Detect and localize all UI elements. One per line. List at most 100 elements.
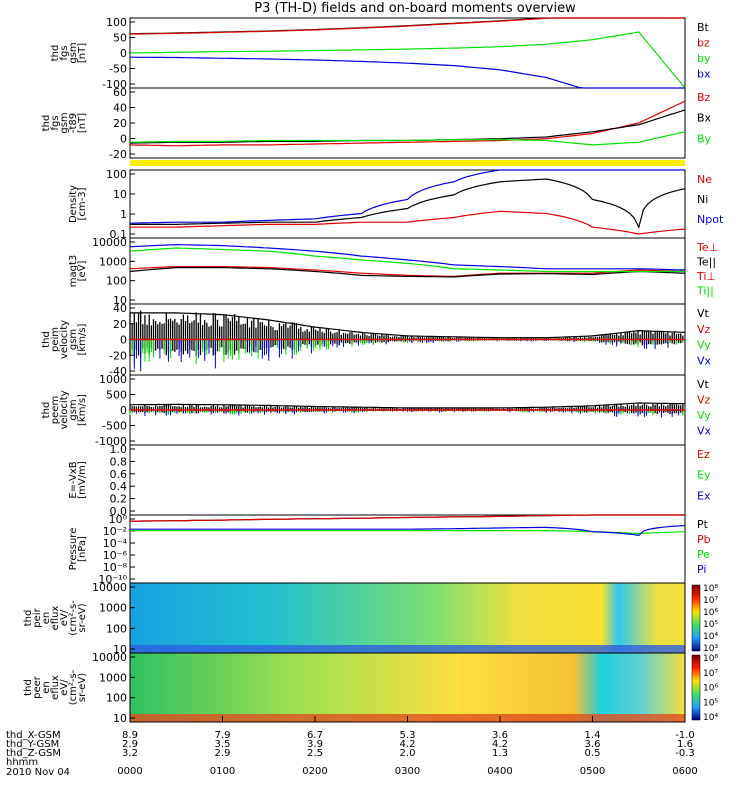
legend-entry: Pb	[697, 533, 711, 546]
legend-entry: Te⊥	[696, 241, 718, 254]
y-axis-label: thd	[50, 45, 61, 62]
y-tick-label: 100	[106, 692, 127, 705]
legend-entry: Vt	[697, 378, 710, 391]
ephemeris-value: 0.5	[585, 748, 601, 759]
series-group-0	[129, 17, 686, 89]
y-axis-label: peim	[50, 327, 61, 352]
y-axis-label: fgs	[50, 115, 61, 130]
legend-entry: Ez	[697, 448, 710, 461]
spectrogram	[130, 653, 685, 722]
series-line	[129, 247, 685, 273]
colorbar-tick-label: 10⁸	[703, 584, 718, 594]
colorbar-tick-label: 10³	[703, 644, 718, 654]
y-tick-label: 0.1	[110, 228, 128, 241]
panel-frame	[129, 514, 686, 584]
y-tick-label: 10⁻⁸	[103, 561, 128, 574]
legend-entry: Ti⊥	[696, 270, 716, 283]
y-tick-label: 100	[106, 275, 127, 288]
y-axis-label: eflux	[50, 606, 61, 631]
ephemeris-value: 3.6	[585, 739, 601, 750]
series-group-6	[129, 402, 686, 418]
y-tick-label: 1.0	[110, 443, 128, 456]
y-tick-label: 10⁻²	[103, 525, 127, 538]
colorbar-tick-label: 10⁵	[703, 698, 718, 708]
ephemeris-value: 2.5	[307, 748, 323, 759]
y-axis-label: (cm²-s-	[68, 669, 79, 705]
series-group-5	[129, 310, 686, 372]
legend-entry: Vz	[697, 394, 711, 407]
legend-entry: Pi	[697, 563, 706, 576]
colorbar-tick-label: 10⁴	[703, 713, 718, 723]
y-tick-label: 10000	[92, 651, 127, 664]
panel-frame	[129, 444, 686, 516]
y-tick-label: 10	[113, 712, 127, 725]
series-line	[130, 210, 686, 235]
legend-entry: Ne	[697, 173, 712, 186]
y-tick-label: 10⁻⁴	[103, 537, 128, 550]
legend-entry: by	[697, 52, 711, 65]
y-axis-label: [eV]	[77, 261, 88, 282]
time-tick-label: 0600	[672, 766, 697, 777]
y-axis-label: peir	[32, 607, 43, 627]
spectrogram	[130, 583, 685, 653]
series-line	[129, 100, 686, 147]
series-group-8	[129, 514, 686, 537]
y-axis-label: [nPa]	[77, 536, 88, 562]
colorbar-tick-label: 10⁶	[703, 608, 718, 618]
ephemeris-value: 3.2	[122, 748, 138, 759]
y-axis-label: thd	[41, 402, 52, 419]
series-line	[130, 56, 685, 89]
y-tick-label: 500	[106, 389, 127, 402]
y-tick-label: 10	[113, 294, 127, 307]
y-tick-label: -100	[102, 78, 127, 91]
ephemeris-value: -1.0	[675, 730, 695, 741]
y-axis-label: magt3	[68, 255, 79, 288]
panel-3: 100 10 1 0.1 Density[cm-3] Ne Ni Npot	[68, 168, 724, 241]
y-axis-label: sr-eV)	[77, 603, 88, 632]
colorbar-tick-label: 10⁷	[703, 669, 718, 679]
colorbar-tick-label: 10⁴	[703, 632, 718, 642]
ephemeris-value: 1.6	[677, 739, 693, 750]
colorbar-tick-label: 10⁵	[703, 620, 718, 630]
y-tick-label: 10	[113, 188, 127, 201]
legend-entry: By	[697, 132, 712, 145]
y-tick-label: 1000	[99, 602, 127, 615]
series-line	[129, 17, 685, 35]
series-line	[129, 402, 686, 409]
y-axis-label: thd	[23, 610, 34, 627]
legend-entry: Vz	[697, 323, 711, 336]
y-axis-label: eV/	[59, 679, 70, 696]
panel-9: 10⁸10⁷10⁶10⁵10⁴10³10000100010010thdpeire…	[23, 581, 718, 656]
y-tick-label: 0	[120, 47, 127, 60]
colorbar-tick-label: 10⁸	[703, 654, 718, 664]
time-tick-label: 0100	[210, 766, 235, 777]
ephemeris-row-label: thd_Z-GSM	[6, 748, 61, 759]
y-axis-label: thd	[41, 331, 52, 348]
legend-entry: Vx	[697, 354, 712, 367]
time-tick-label: 0200	[302, 766, 327, 777]
y-axis-label: [km/s]	[77, 323, 88, 355]
panel-2	[130, 160, 685, 166]
ephemeris-value: 5.3	[400, 730, 416, 741]
y-axis-label: eV/	[59, 609, 70, 626]
y-axis-label: velocity	[59, 390, 70, 429]
y-tick-label: 0.8	[110, 455, 128, 468]
y-axis-label: eflux	[50, 675, 61, 700]
legend-entry: Te||	[696, 256, 716, 269]
series-group-1	[129, 100, 686, 147]
legend-entry: bz	[697, 37, 710, 50]
ephemeris-value: 3.5	[215, 739, 231, 750]
y-axis-label: en	[41, 681, 52, 694]
legend-entry: Bz	[697, 91, 711, 104]
series-group-3	[129, 169, 686, 235]
colorbar-tick-label: 10⁶	[703, 684, 718, 694]
y-tick-label: 0.2	[110, 493, 128, 506]
ephemeris-value: 2.9	[215, 748, 231, 759]
colorbar-tick-label: 10⁷	[703, 596, 718, 606]
legend-entry: Vx	[697, 425, 712, 438]
y-axis-label: [nT]	[77, 113, 88, 133]
y-tick-label: 10	[113, 643, 127, 656]
y-axis-label: gsm	[68, 399, 79, 420]
legend-entry: Vt	[697, 307, 710, 320]
y-tick-label: 100	[106, 168, 127, 181]
